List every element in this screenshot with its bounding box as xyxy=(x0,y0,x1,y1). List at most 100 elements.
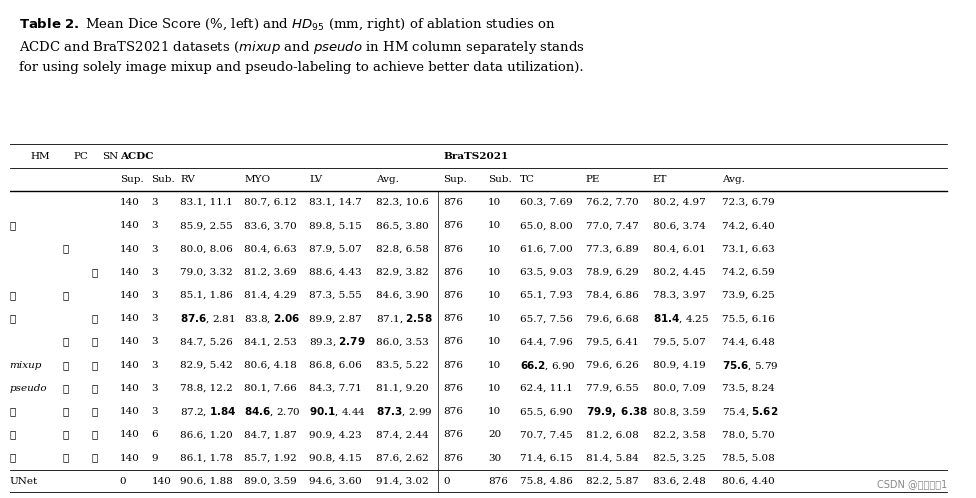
Text: 9: 9 xyxy=(151,454,158,463)
Text: 79.6, 6.26: 79.6, 6.26 xyxy=(586,361,638,370)
Text: 80.6, 4.40: 80.6, 4.40 xyxy=(722,477,775,486)
Text: ✓: ✓ xyxy=(10,314,16,323)
Text: 81.1, 9.20: 81.1, 9.20 xyxy=(376,384,428,393)
Text: 10: 10 xyxy=(488,338,502,347)
Text: 81.4, 4.29: 81.4, 4.29 xyxy=(244,291,297,300)
Text: 140: 140 xyxy=(120,407,140,416)
Text: ✓: ✓ xyxy=(91,268,98,277)
Text: 876: 876 xyxy=(443,361,463,370)
Text: 88.6, 4.43: 88.6, 4.43 xyxy=(309,268,362,277)
Text: ✓: ✓ xyxy=(91,384,98,393)
Text: 62.4, 11.1: 62.4, 11.1 xyxy=(519,384,572,393)
Text: 83.1, 11.1: 83.1, 11.1 xyxy=(180,198,232,207)
Text: 140: 140 xyxy=(151,477,171,486)
Text: 3: 3 xyxy=(151,221,158,230)
Text: 74.2, 6.59: 74.2, 6.59 xyxy=(722,268,775,277)
Text: 876: 876 xyxy=(443,338,463,347)
Text: 76.2, 7.70: 76.2, 7.70 xyxy=(586,198,638,207)
Text: 90.8, 4.15: 90.8, 4.15 xyxy=(309,454,362,463)
Text: 82.9, 5.42: 82.9, 5.42 xyxy=(180,361,232,370)
Text: 84.7, 1.87: 84.7, 1.87 xyxy=(244,430,297,439)
Text: 876: 876 xyxy=(443,291,463,300)
Text: 89.9, 2.87: 89.9, 2.87 xyxy=(309,314,362,323)
Text: ✓: ✓ xyxy=(91,430,98,439)
Text: ET: ET xyxy=(653,175,667,184)
Text: 80.8, 3.59: 80.8, 3.59 xyxy=(653,407,706,416)
Text: 81.4, 5.84: 81.4, 5.84 xyxy=(586,454,638,463)
Text: 79.6, 6.68: 79.6, 6.68 xyxy=(586,314,638,323)
Text: 91.4, 3.02: 91.4, 3.02 xyxy=(376,477,428,486)
Text: 83.6, 2.48: 83.6, 2.48 xyxy=(653,477,706,486)
Text: 876: 876 xyxy=(443,407,463,416)
Text: 876: 876 xyxy=(443,245,463,253)
Text: 86.6, 1.20: 86.6, 1.20 xyxy=(180,430,232,439)
Text: CSDN @小杨小杨1: CSDN @小杨小杨1 xyxy=(876,480,947,490)
Text: 79.5, 6.41: 79.5, 6.41 xyxy=(586,338,638,347)
Text: ✓: ✓ xyxy=(91,314,98,323)
Text: 140: 140 xyxy=(120,245,140,253)
Text: 75.5, 6.16: 75.5, 6.16 xyxy=(722,314,775,323)
Text: 80.7, 6.12: 80.7, 6.12 xyxy=(244,198,297,207)
Text: 87.6, 2.62: 87.6, 2.62 xyxy=(376,454,428,463)
Text: 84.1, 2.53: 84.1, 2.53 xyxy=(244,338,297,347)
Text: 10: 10 xyxy=(488,407,502,416)
Text: 20: 20 xyxy=(488,430,502,439)
Text: 140: 140 xyxy=(120,221,140,230)
Text: 80.2, 4.45: 80.2, 4.45 xyxy=(653,268,706,277)
Text: 81.2, 3.69: 81.2, 3.69 xyxy=(244,268,297,277)
Text: 90.9, 4.23: 90.9, 4.23 xyxy=(309,430,362,439)
Text: $\mathbf{75.6}$, 5.79: $\mathbf{75.6}$, 5.79 xyxy=(722,359,779,372)
Text: $\mathbf{79.9,\ 6.38}$: $\mathbf{79.9,\ 6.38}$ xyxy=(586,405,647,419)
Text: Sup.: Sup. xyxy=(120,175,143,184)
Text: 80.4, 6.63: 80.4, 6.63 xyxy=(244,245,297,253)
Text: SN: SN xyxy=(102,151,119,160)
Text: 64.4, 7.96: 64.4, 7.96 xyxy=(519,338,572,347)
Text: 140: 140 xyxy=(120,198,140,207)
Text: ✓: ✓ xyxy=(62,430,68,439)
Text: 876: 876 xyxy=(443,198,463,207)
Text: 79.0, 3.32: 79.0, 3.32 xyxy=(180,268,232,277)
Text: 876: 876 xyxy=(443,268,463,277)
Text: 85.1, 1.86: 85.1, 1.86 xyxy=(180,291,232,300)
Text: LV: LV xyxy=(309,175,322,184)
Text: 3: 3 xyxy=(151,384,158,393)
Text: 82.5, 3.25: 82.5, 3.25 xyxy=(653,454,706,463)
Text: 74.2, 6.40: 74.2, 6.40 xyxy=(722,221,775,230)
Text: ✓: ✓ xyxy=(10,430,16,439)
Text: 84.7, 5.26: 84.7, 5.26 xyxy=(180,338,232,347)
Text: 75.8, 4.86: 75.8, 4.86 xyxy=(519,477,572,486)
Text: 84.3, 7.71: 84.3, 7.71 xyxy=(309,384,362,393)
Text: 876: 876 xyxy=(443,384,463,393)
Text: pseudo: pseudo xyxy=(10,384,48,393)
Text: PC: PC xyxy=(74,151,89,160)
Text: 82.3, 10.6: 82.3, 10.6 xyxy=(376,198,428,207)
Text: 3: 3 xyxy=(151,291,158,300)
Text: $\mathbf{66.2}$, 6.90: $\mathbf{66.2}$, 6.90 xyxy=(519,359,575,372)
Text: 82.8, 6.58: 82.8, 6.58 xyxy=(376,245,428,253)
Text: 86.1, 1.78: 86.1, 1.78 xyxy=(180,454,232,463)
Text: 10: 10 xyxy=(488,198,502,207)
Text: 80.2, 4.97: 80.2, 4.97 xyxy=(653,198,706,207)
Text: MYO: MYO xyxy=(244,175,270,184)
Text: $\mathbf{81.4}$, 4.25: $\mathbf{81.4}$, 4.25 xyxy=(653,312,709,325)
Text: ✓: ✓ xyxy=(91,338,98,347)
Text: 10: 10 xyxy=(488,291,502,300)
Text: 140: 140 xyxy=(120,384,140,393)
Text: ✓: ✓ xyxy=(91,361,98,370)
Text: $\mathbf{87.3}$, 2.99: $\mathbf{87.3}$, 2.99 xyxy=(376,405,432,418)
Text: 85.9, 2.55: 85.9, 2.55 xyxy=(180,221,232,230)
Text: 60.3, 7.69: 60.3, 7.69 xyxy=(519,198,572,207)
Text: 3: 3 xyxy=(151,198,158,207)
Text: ✓: ✓ xyxy=(62,384,68,393)
Text: 77.9, 6.55: 77.9, 6.55 xyxy=(586,384,638,393)
Text: 75.4, $\mathbf{5.62}$: 75.4, $\mathbf{5.62}$ xyxy=(722,405,779,418)
Text: 86.5, 3.80: 86.5, 3.80 xyxy=(376,221,428,230)
Text: RV: RV xyxy=(180,175,195,184)
Text: 78.8, 12.2: 78.8, 12.2 xyxy=(180,384,232,393)
Text: 73.5, 8.24: 73.5, 8.24 xyxy=(722,384,775,393)
Text: 87.1, $\mathbf{2.58}$: 87.1, $\mathbf{2.58}$ xyxy=(376,312,432,325)
Text: ✓: ✓ xyxy=(62,245,68,253)
Text: 80.4, 6.01: 80.4, 6.01 xyxy=(653,245,706,253)
Text: 78.9, 6.29: 78.9, 6.29 xyxy=(586,268,638,277)
Text: $\bf{Table\ 2.}$ Mean Dice Score (%, left) and $HD_{95}$ (mm, right) of ablation: $\bf{Table\ 2.}$ Mean Dice Score (%, lef… xyxy=(20,16,586,74)
